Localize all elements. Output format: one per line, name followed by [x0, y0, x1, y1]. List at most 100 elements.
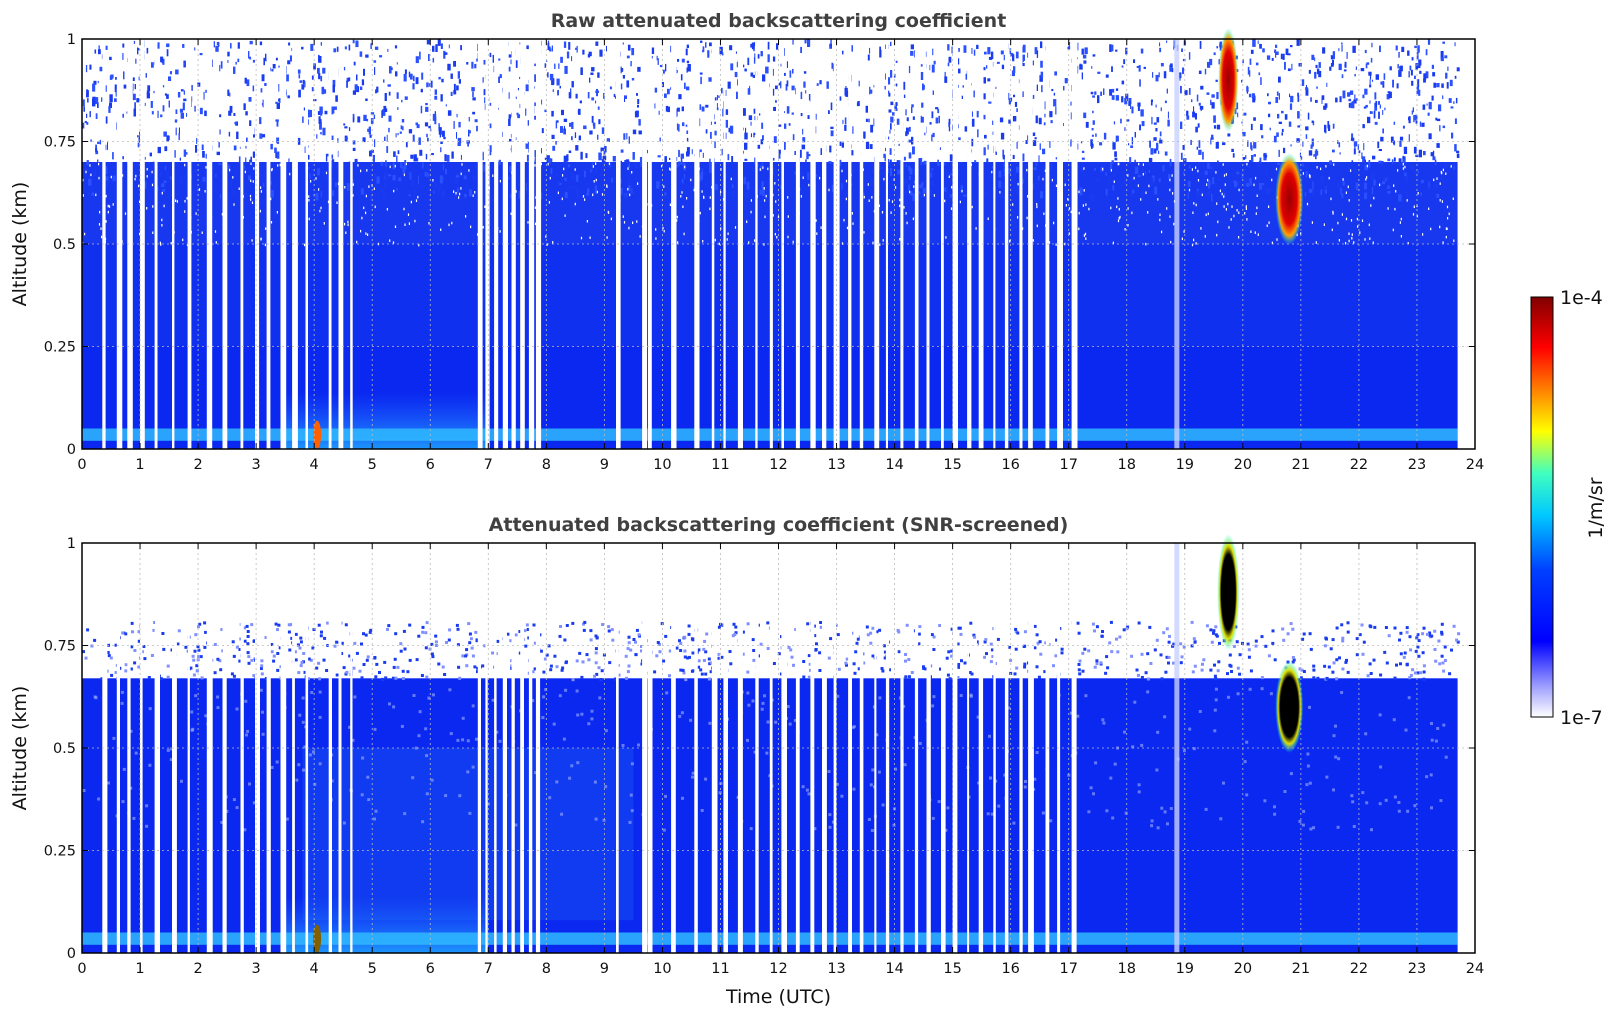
heatmap-cell [1268, 205, 1270, 208]
heatmap-cell [1242, 157, 1246, 160]
heatmap-cell [662, 69, 665, 74]
heatmap-cell [1422, 626, 1426, 630]
heatmap-cell [1034, 137, 1037, 140]
heatmap-cell [231, 640, 235, 644]
gap-column [755, 39, 758, 449]
heatmap-cell [525, 84, 529, 92]
heatmap-cell [303, 670, 307, 674]
heatmap-cell [888, 198, 890, 202]
heatmap-cell [827, 656, 831, 660]
heatmap-cell [219, 668, 223, 672]
heatmap-cell [1009, 240, 1011, 243]
heatmap-cell [972, 633, 976, 637]
heatmap-cell [878, 696, 882, 700]
heatmap-cell [1195, 166, 1197, 169]
heatmap-cell [763, 694, 766, 698]
heatmap-cell [1213, 663, 1216, 667]
heatmap-cell [260, 664, 264, 668]
heatmap-cell [578, 651, 582, 655]
heatmap-cell [1118, 162, 1120, 166]
heatmap-cell [1246, 183, 1250, 187]
heatmap-cell [709, 661, 713, 665]
heatmap-cell [1090, 139, 1093, 147]
heatmap-cell [904, 178, 907, 184]
heatmap-cell [1377, 101, 1380, 105]
heatmap-cell [216, 657, 220, 661]
heatmap-cell [185, 152, 188, 155]
gap-column [222, 39, 228, 449]
heatmap-cell [1223, 193, 1226, 197]
heatmap-cell [1403, 651, 1407, 655]
heatmap-cell [1342, 90, 1346, 99]
heatmap-cell [235, 707, 239, 711]
heatmap-cell [746, 622, 750, 626]
heatmap-cell [1350, 169, 1352, 172]
heatmap-cell [322, 67, 326, 74]
heatmap-cell [333, 106, 337, 110]
heatmap-cell [1384, 178, 1387, 182]
heatmap-cell [1308, 632, 1312, 636]
heatmap-cell [839, 96, 842, 101]
heatmap-cell [639, 157, 643, 164]
heatmap-cell [707, 50, 710, 58]
heatmap-cell [702, 46, 705, 52]
heatmap-cell [552, 722, 556, 726]
cloud-feature [1275, 152, 1304, 245]
heatmap-cell [525, 623, 529, 627]
heatmap-cell [842, 119, 844, 124]
heatmap-cell [1297, 95, 1300, 102]
heatmap-cell [413, 154, 417, 162]
heatmap-cell [1247, 66, 1250, 75]
heatmap-cell [177, 92, 181, 98]
heatmap-cell [802, 660, 806, 663]
heatmap-cell [441, 194, 445, 197]
heatmap-cell [216, 151, 220, 156]
heatmap-cell [1387, 191, 1391, 194]
heatmap-cell [420, 192, 422, 199]
heatmap-cell [836, 633, 840, 637]
heatmap-cell [1355, 182, 1359, 190]
heatmap-cell [271, 68, 274, 72]
heatmap-cell [808, 662, 812, 666]
heatmap-cell [250, 162, 252, 165]
heatmap-cell [1204, 807, 1208, 811]
heatmap-cell [1053, 221, 1055, 225]
heatmap-cell [1084, 694, 1088, 698]
heatmap-cell [1399, 662, 1402, 666]
heatmap-cell [1182, 145, 1185, 150]
heatmap-cell [1167, 656, 1171, 659]
heatmap-cell [1271, 58, 1274, 61]
heatmap-cell [1358, 633, 1362, 637]
heatmap-cell [397, 133, 399, 136]
heatmap-cell [440, 43, 443, 49]
heatmap-cell [301, 46, 304, 50]
heatmap-cell [1254, 231, 1256, 234]
heatmap-cell [604, 785, 608, 789]
heatmap-cell [687, 64, 691, 72]
heatmap-cell [976, 715, 980, 719]
heatmap-cell [1180, 121, 1183, 129]
heatmap-cell [215, 45, 219, 52]
heatmap-cell [902, 81, 906, 90]
heatmap-cell [389, 239, 391, 242]
heatmap-cell [449, 732, 453, 736]
heatmap-cell [665, 691, 669, 695]
heatmap-cell [732, 622, 736, 626]
heatmap-cell [541, 716, 545, 720]
heatmap-cell [805, 788, 809, 792]
heatmap-cell [1394, 207, 1396, 211]
heatmap-cell [909, 190, 911, 194]
heatmap-cell [976, 44, 979, 49]
heatmap-cell [1364, 192, 1368, 200]
heatmap-cell [325, 153, 328, 162]
heatmap-cell [820, 226, 822, 229]
heatmap-cell [1329, 160, 1332, 165]
heatmap-cell [1238, 236, 1240, 239]
heatmap-cell [362, 137, 366, 143]
heatmap-cell [922, 83, 924, 91]
heatmap-cell [137, 630, 141, 634]
heatmap-cell [1011, 70, 1015, 77]
heatmap-cell [683, 232, 685, 236]
gap-column [328, 39, 332, 449]
heatmap-cell [1139, 124, 1141, 131]
